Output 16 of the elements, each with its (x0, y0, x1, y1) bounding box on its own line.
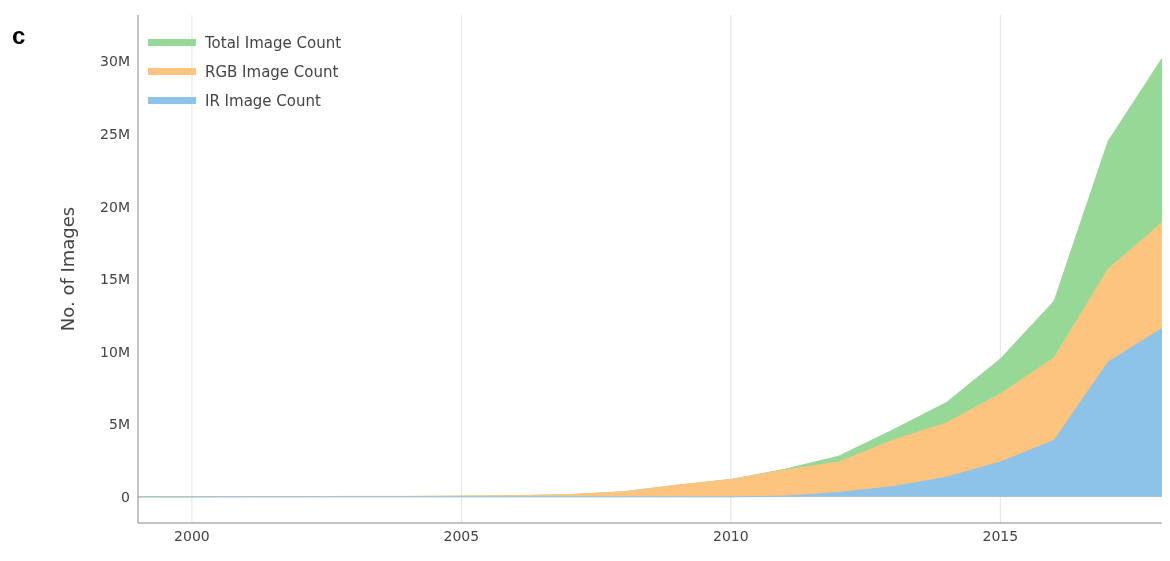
x-tick-label: 2010 (713, 527, 749, 544)
x-tick-label: 2015 (982, 527, 1019, 544)
text: c (12, 22, 26, 50)
y-tick-label: 30M (100, 53, 130, 70)
legend-label: IR Image Count (205, 91, 321, 110)
y-tick-label: 0 (121, 488, 130, 505)
legend-label: RGB Image Count (205, 62, 339, 81)
x-tick-label: 2000 (174, 527, 210, 544)
y-tick-label: 25M (100, 125, 130, 142)
y-tick-label: 10M (100, 343, 130, 360)
y-tick-label: 15M (100, 271, 130, 288)
y-tick-label: 20M (100, 198, 130, 215)
y-tick-label: 5M (109, 416, 130, 433)
y-axis-title: No. of Images (57, 206, 79, 332)
legend-label: Total Image Count (205, 33, 342, 52)
x-tick-label: 2005 (443, 527, 480, 544)
